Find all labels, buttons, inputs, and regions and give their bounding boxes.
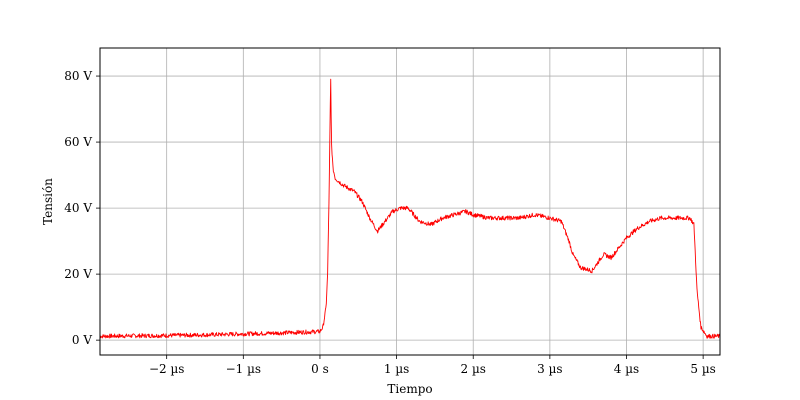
y-tick-label: 20 V	[64, 267, 92, 281]
x-tick-label: 5 µs	[690, 362, 715, 376]
x-tick-label: 0 s	[311, 362, 329, 376]
x-tick-label: 1 µs	[384, 362, 409, 376]
y-tick-label: 80 V	[64, 69, 92, 83]
x-tick-label: 3 µs	[537, 362, 562, 376]
y-tick-label: 60 V	[64, 135, 92, 149]
plot-frame	[99, 47, 721, 356]
y-axis-label: Tensión	[41, 178, 55, 225]
x-tick-label: 4 µs	[614, 362, 639, 376]
y-tick-label: 0 V	[72, 333, 92, 347]
x-tick-label: −1 µs	[226, 362, 261, 376]
y-tick-label: 40 V	[64, 201, 92, 215]
voltage-series-line	[100, 78, 720, 339]
axis-ticks: −2 µs −1 µs 0 s 1 µs 2 µs 3 µs 4 µs 5 µs 0 V 20 V…	[64, 69, 716, 376]
x-tick-label: 2 µs	[461, 362, 486, 376]
grid-lines	[100, 48, 720, 355]
series-layer	[100, 78, 720, 339]
x-axis-label: Tiempo	[387, 382, 432, 396]
x-tick-label: −2 µs	[149, 362, 184, 376]
